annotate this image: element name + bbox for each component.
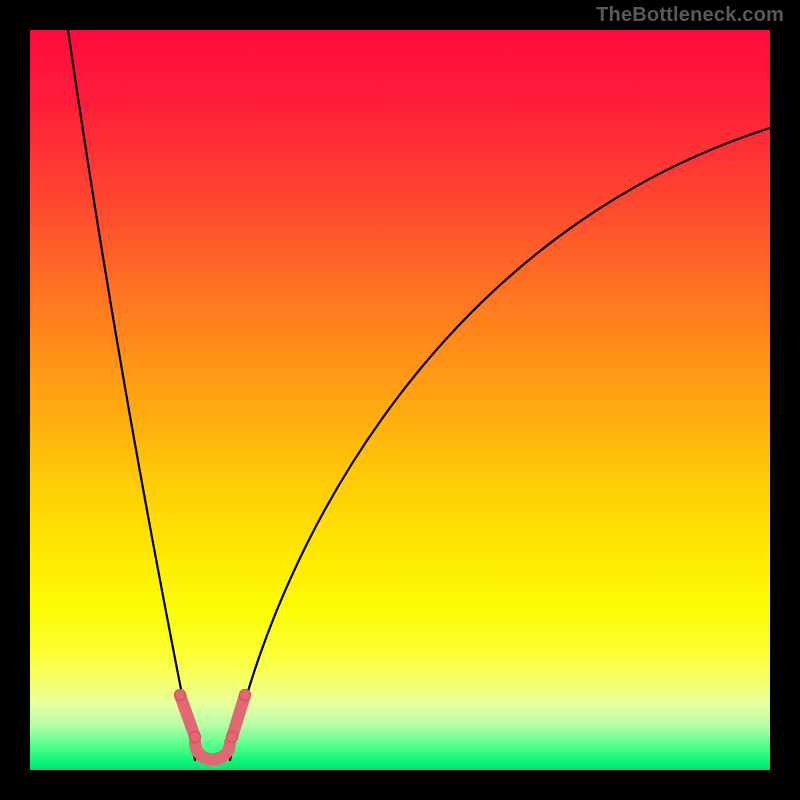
curve-overlay <box>0 0 800 800</box>
chart-frame: TheBottleneck.com <box>0 0 800 800</box>
watermark-text: TheBottleneck.com <box>596 4 784 27</box>
